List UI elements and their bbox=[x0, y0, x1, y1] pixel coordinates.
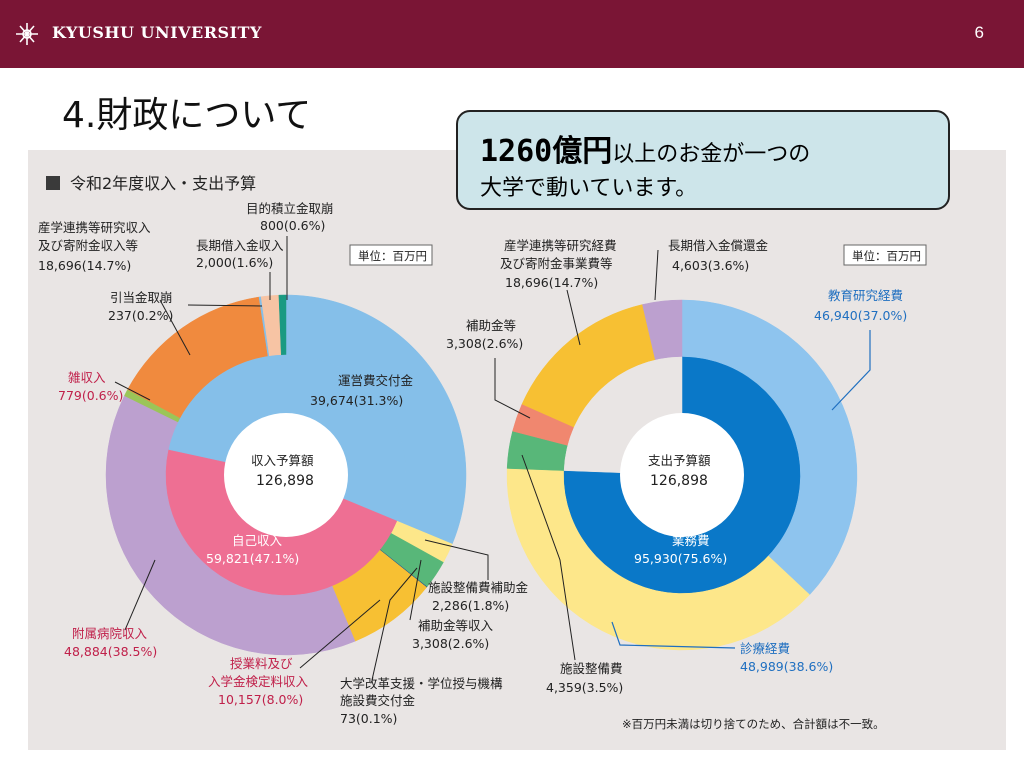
unit-box-right bbox=[843, 244, 927, 266]
label-shinryo: 診療経費 bbox=[740, 641, 790, 656]
panel-heading: 令和2年度収入・支出予算 bbox=[70, 174, 256, 193]
unit-label-right: 単位：百万円 bbox=[852, 249, 921, 263]
label-jiko: 自己収入 bbox=[232, 533, 283, 548]
leader-lines-right-blue bbox=[611, 330, 871, 649]
expense-center-disc bbox=[620, 413, 744, 537]
label-unei: 運営費交付金 bbox=[338, 373, 414, 388]
value-hojo-exp: 3,308(2.6%) bbox=[446, 336, 523, 351]
value-mokuteki: 800(0.6%) bbox=[260, 218, 325, 233]
center-label-right: 支出予算額 bbox=[648, 453, 711, 468]
callout-box: 1260億円以上のお金が一つの 大学で動いています。 bbox=[456, 110, 950, 210]
income-pie bbox=[105, 294, 467, 656]
value-choki-shokan: 4,603(3.6%) bbox=[672, 258, 749, 273]
center-total-right: 126,898 bbox=[650, 473, 708, 489]
leader-lines-left bbox=[114, 236, 489, 681]
value-jugyo: 10,157(8.0%) bbox=[218, 692, 303, 707]
callout-text-2: 大学で動いています。 bbox=[480, 176, 698, 201]
slide-title: 4.財政について bbox=[62, 95, 312, 136]
label-kaikaku-1: 大学改革支援・学位授与機構 bbox=[340, 676, 503, 691]
center-label-left: 収入予算額 bbox=[251, 453, 314, 468]
value-unei: 39,674(31.3%) bbox=[310, 393, 403, 408]
label-zatsu: 雑収入 bbox=[68, 370, 106, 385]
heading-square-icon bbox=[46, 176, 60, 190]
label-jugyo-1: 授業料及び bbox=[230, 656, 293, 671]
value-shinryo: 48,989(38.6%) bbox=[740, 659, 833, 674]
value-kyoiku: 46,940(37.0%) bbox=[814, 308, 907, 323]
university-logo-icon bbox=[16, 23, 38, 45]
leader-lines-right bbox=[494, 249, 659, 661]
label-kaikaku-2: 施設費交付金 bbox=[340, 693, 416, 708]
value-choki-kariire: 2,000(1.6%) bbox=[196, 255, 273, 270]
label-byoin: 附属病院収入 bbox=[72, 626, 148, 641]
value-kaikaku: 73(0.1%) bbox=[340, 711, 397, 726]
label-sangaku-income-2: 及び寄附金収入等 bbox=[38, 238, 138, 253]
income-center-disc bbox=[224, 413, 348, 537]
label-hojo-exp: 補助金等 bbox=[466, 318, 516, 333]
expense-pie bbox=[506, 299, 858, 651]
label-sangaku-exp-1: 産学連携等研究経費 bbox=[504, 238, 617, 253]
value-hojo-income: 3,308(2.6%) bbox=[412, 636, 489, 651]
callout-amount: 1260億円 bbox=[480, 134, 613, 169]
label-sangaku-exp-2: 及び寄附金事業費等 bbox=[500, 256, 613, 271]
header-bar: KYUSHU UNIVERSITY 6 bbox=[0, 0, 1024, 68]
unit-label-left: 単位：百万円 bbox=[358, 249, 427, 263]
value-byoin: 48,884(38.5%) bbox=[64, 644, 157, 659]
value-sangaku-exp: 18,696(14.7%) bbox=[505, 275, 598, 290]
unit-box-left bbox=[349, 244, 433, 266]
page-number: 6 bbox=[974, 23, 984, 42]
value-gyomu: 95,930(75.6%) bbox=[634, 551, 727, 566]
value-sangaku-income: 18,696(14.7%) bbox=[38, 258, 131, 273]
callout-text-1: 以上のお金が一つの bbox=[612, 142, 811, 167]
label-kyoiku: 教育研究経費 bbox=[828, 288, 903, 303]
label-mokuteki: 目的積立金取崩 bbox=[246, 201, 334, 216]
footnote: ※百万円未満は切り捨てのため、合計額は不一致。 bbox=[622, 717, 885, 731]
label-choki-kariire: 長期借入金収入 bbox=[196, 238, 284, 253]
label-sangaku-income-1: 産学連携等研究収入 bbox=[38, 220, 151, 235]
label-shisetsu-hojo: 施設整備費補助金 bbox=[428, 580, 529, 595]
value-hikiate: 237(0.2%) bbox=[108, 308, 173, 323]
label-gyomu: 業務費 bbox=[672, 533, 710, 548]
label-shisetsu-exp: 施設整備費 bbox=[560, 661, 623, 676]
value-jiko: 59,821(47.1%) bbox=[206, 551, 299, 566]
value-shisetsu-hojo: 2,286(1.8%) bbox=[432, 598, 509, 613]
university-name: KYUSHU UNIVERSITY bbox=[52, 23, 262, 42]
label-choki-shokan: 長期借入金償還金 bbox=[668, 238, 769, 253]
value-shisetsu-exp: 4,359(3.5%) bbox=[546, 680, 623, 695]
label-jugyo-2: 入学金検定料収入 bbox=[208, 674, 309, 689]
label-hikiate: 引当金取崩 bbox=[110, 290, 173, 305]
label-hojo-income: 補助金等収入 bbox=[418, 618, 494, 633]
value-zatsu: 779(0.6%) bbox=[58, 388, 123, 403]
center-total-left: 126,898 bbox=[256, 473, 314, 489]
